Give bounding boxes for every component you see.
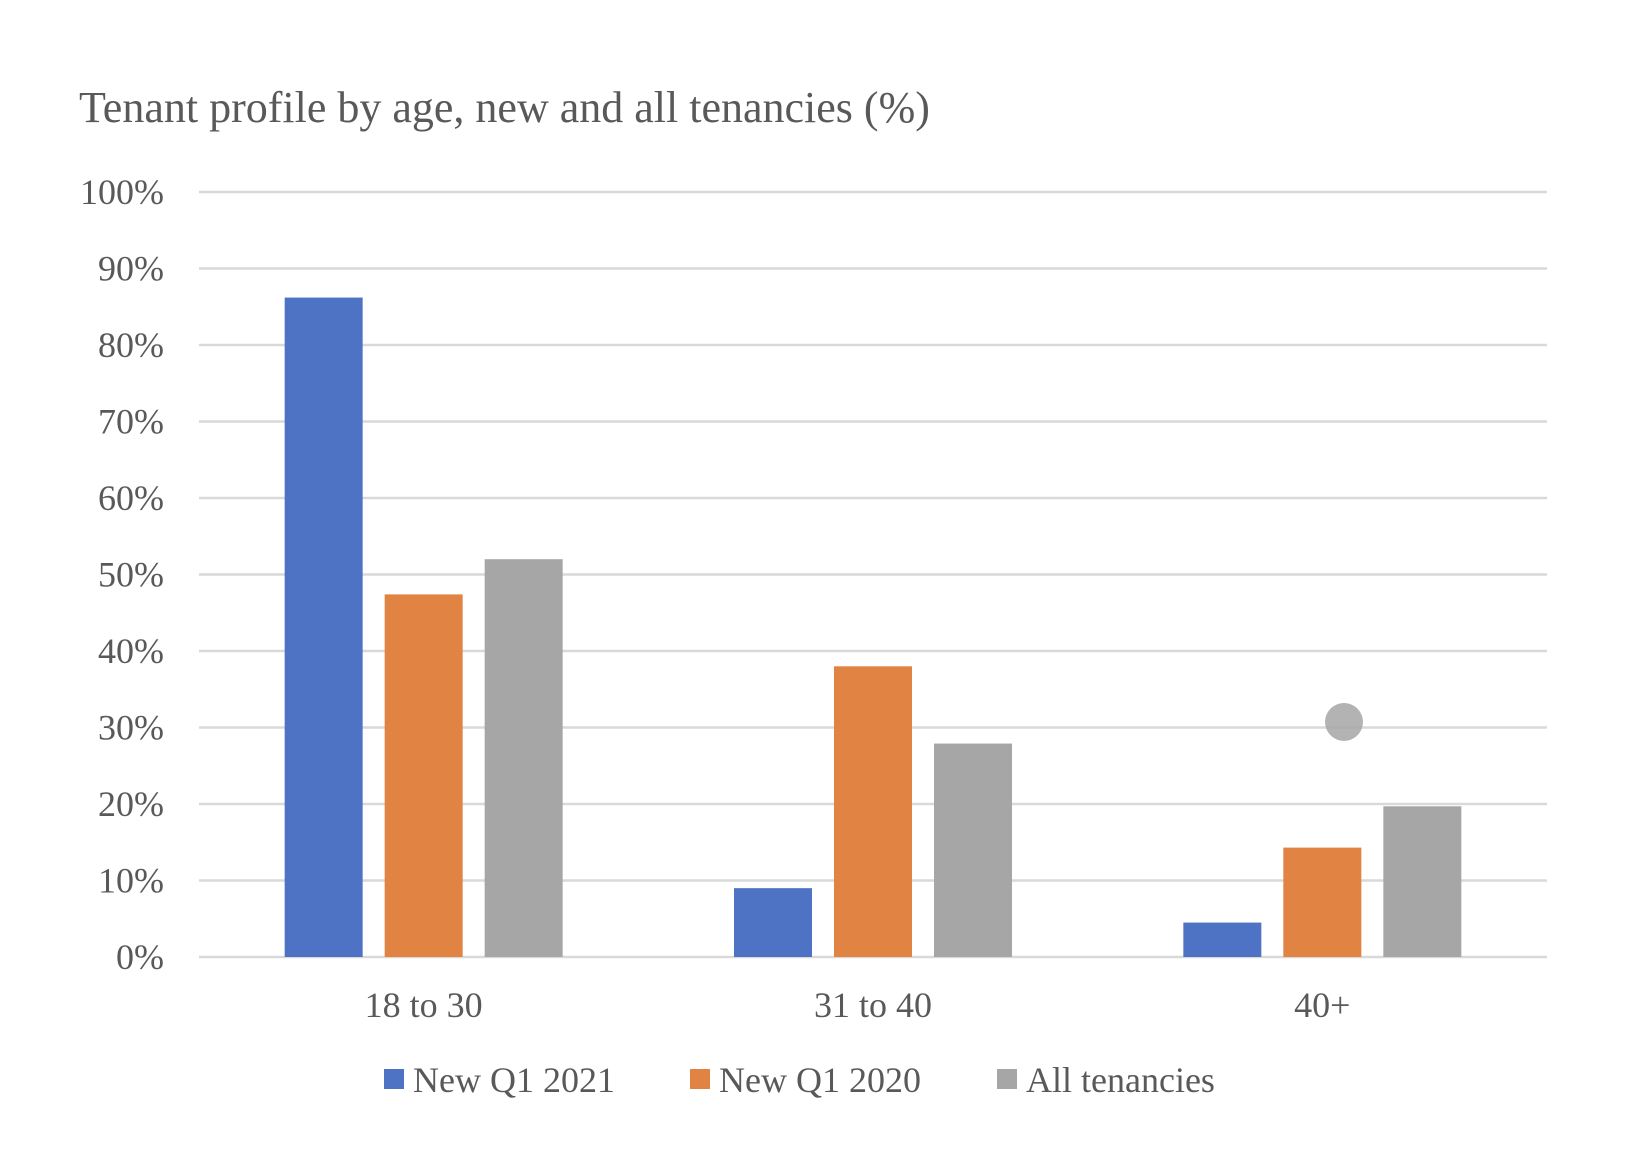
x-tick-label: 31 to 40	[814, 985, 932, 1025]
legend-label: All tenancies	[1026, 1060, 1215, 1100]
y-tick-label: 50%	[98, 555, 164, 595]
y-tick-label: 90%	[98, 249, 164, 289]
legend-label: New Q1 2020	[719, 1060, 921, 1100]
y-tick-label: 40%	[98, 631, 164, 671]
chart-title: Tenant profile by age, new and all tenan…	[79, 83, 930, 132]
y-tick-label: 80%	[98, 325, 164, 365]
y-tick-label: 0%	[116, 937, 164, 977]
bar-all-tenancies	[484, 559, 563, 957]
legend-swatch	[690, 1069, 710, 1089]
legend-swatch	[384, 1069, 404, 1089]
bar-new-q1-2021	[1183, 922, 1262, 957]
y-tick-label: 60%	[98, 478, 164, 518]
bar-new-q1-2020	[834, 666, 912, 957]
legend-swatch	[997, 1069, 1017, 1089]
bar-all-tenancies	[1383, 806, 1462, 957]
cursor-indicator	[1325, 703, 1363, 741]
y-tick-label: 20%	[98, 784, 164, 824]
y-tick-label: 30%	[98, 708, 164, 748]
x-tick-label: 18 to 30	[365, 985, 483, 1025]
legend-label: New Q1 2021	[413, 1060, 615, 1100]
bar-new-q1-2021	[284, 297, 363, 957]
y-tick-label: 100%	[80, 172, 164, 212]
bar-new-q1-2020	[384, 594, 463, 957]
y-tick-label: 10%	[98, 861, 164, 901]
x-tick-label: 40+	[1294, 985, 1350, 1025]
bar-all-tenancies	[934, 743, 1012, 957]
bar-new-q1-2021	[734, 888, 812, 957]
y-tick-label: 70%	[98, 402, 164, 442]
bar-new-q1-2020	[1283, 847, 1362, 957]
